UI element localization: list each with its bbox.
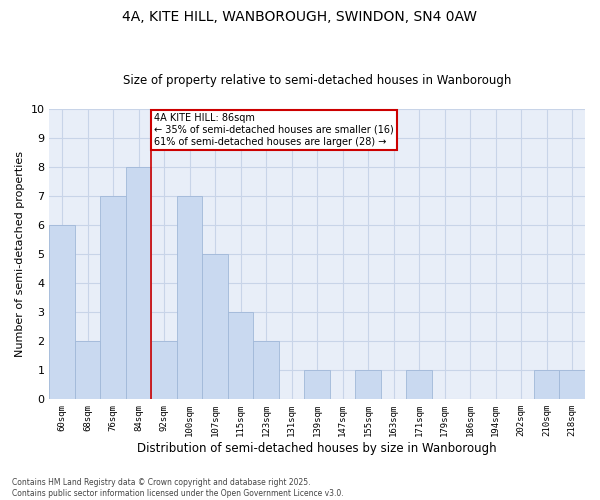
Bar <box>75 342 100 400</box>
Bar <box>49 225 75 400</box>
Bar <box>559 370 585 400</box>
Title: Size of property relative to semi-detached houses in Wanborough: Size of property relative to semi-detach… <box>123 74 511 87</box>
Bar <box>151 342 177 400</box>
Bar <box>100 196 126 400</box>
X-axis label: Distribution of semi-detached houses by size in Wanborough: Distribution of semi-detached houses by … <box>137 442 497 455</box>
Bar <box>534 370 559 400</box>
Bar <box>355 370 381 400</box>
Bar <box>406 370 432 400</box>
Bar <box>228 312 253 400</box>
Text: 4A KITE HILL: 86sqm
← 35% of semi-detached houses are smaller (16)
61% of semi-d: 4A KITE HILL: 86sqm ← 35% of semi-detach… <box>154 114 394 146</box>
Y-axis label: Number of semi-detached properties: Number of semi-detached properties <box>15 151 25 357</box>
Bar <box>126 167 151 400</box>
Bar <box>177 196 202 400</box>
Text: Contains HM Land Registry data © Crown copyright and database right 2025.
Contai: Contains HM Land Registry data © Crown c… <box>12 478 344 498</box>
Bar <box>253 342 279 400</box>
Text: 4A, KITE HILL, WANBOROUGH, SWINDON, SN4 0AW: 4A, KITE HILL, WANBOROUGH, SWINDON, SN4 … <box>122 10 478 24</box>
Bar <box>202 254 228 400</box>
Bar <box>304 370 330 400</box>
